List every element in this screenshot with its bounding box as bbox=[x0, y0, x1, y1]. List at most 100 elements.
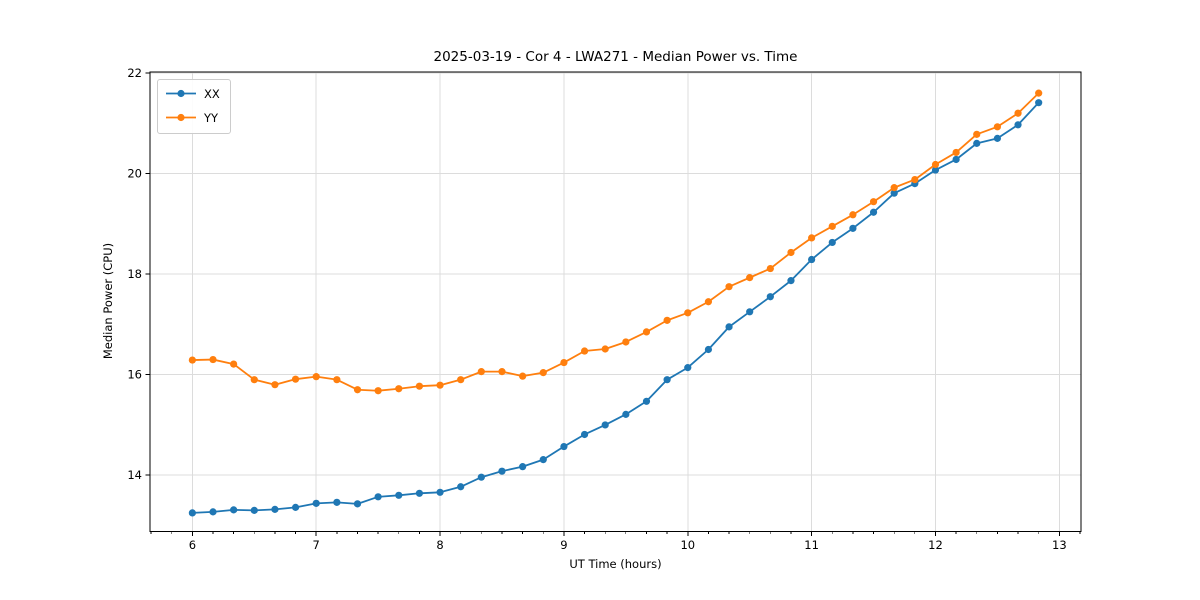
data-point-yy bbox=[560, 358, 568, 367]
data-point-yy bbox=[209, 355, 217, 364]
data-point-xx bbox=[952, 155, 960, 164]
data-point-xx bbox=[601, 421, 609, 429]
x-tick-label: 8 bbox=[436, 538, 443, 552]
data-point-yy bbox=[477, 368, 485, 376]
data-point-xx bbox=[1014, 121, 1022, 129]
data-point-yy bbox=[312, 373, 320, 381]
x-tick-label: 9 bbox=[560, 538, 567, 552]
data-point-yy bbox=[374, 387, 382, 395]
data-point-yy bbox=[601, 345, 609, 353]
data-point-xx bbox=[808, 255, 816, 264]
data-point-yy bbox=[580, 347, 589, 355]
y-tick-label: 16 bbox=[127, 368, 142, 382]
x-tick-label: 12 bbox=[928, 538, 943, 552]
data-point-xx bbox=[395, 491, 403, 499]
data-point-xx bbox=[993, 134, 1002, 142]
data-point-yy bbox=[952, 148, 960, 157]
data-point-yy bbox=[333, 376, 341, 384]
data-point-xx bbox=[209, 508, 217, 516]
data-point-xx bbox=[787, 277, 795, 285]
data-point-yy bbox=[746, 274, 754, 282]
axes-box bbox=[149, 71, 1082, 532]
data-point-yy bbox=[188, 356, 196, 364]
data-point-yy bbox=[250, 376, 258, 384]
data-point-yy bbox=[622, 338, 630, 346]
data-point-xx bbox=[973, 139, 981, 147]
data-point-yy bbox=[931, 160, 940, 169]
legend: XX YY bbox=[157, 79, 231, 134]
legend-line-sample-yy bbox=[165, 109, 197, 128]
data-point-yy bbox=[271, 381, 279, 389]
x-tick-label: 10 bbox=[680, 538, 695, 552]
data-point-yy bbox=[890, 184, 898, 192]
data-point-xx bbox=[539, 456, 547, 464]
data-point-yy bbox=[725, 283, 733, 291]
data-point-yy bbox=[436, 381, 444, 389]
legend-sample-svg bbox=[166, 89, 196, 98]
data-point-yy bbox=[498, 368, 506, 376]
data-point-xx bbox=[436, 488, 444, 496]
chart-title: 2025-03-19 - Cor 4 - LWA271 - Median Pow… bbox=[433, 49, 798, 65]
data-point-yy bbox=[808, 234, 816, 242]
x-tick-label: 6 bbox=[189, 538, 196, 552]
legend-sample-svg bbox=[166, 113, 196, 122]
data-point-xx bbox=[188, 509, 196, 517]
data-point-xx bbox=[560, 442, 568, 451]
data-point-xx bbox=[353, 500, 362, 508]
series-line-xx bbox=[191, 101, 1040, 514]
data-point-yy bbox=[993, 123, 1002, 131]
data-point-xx bbox=[684, 364, 692, 372]
x-tick-label: 13 bbox=[1052, 538, 1067, 552]
data-point-xx bbox=[890, 189, 898, 197]
data-point-xx bbox=[519, 463, 527, 471]
data-point-xx bbox=[725, 323, 733, 331]
data-point-xx bbox=[415, 489, 424, 497]
data-point-xx bbox=[312, 499, 320, 507]
data-point-xx bbox=[230, 506, 238, 514]
legend-label-xx: XX bbox=[204, 87, 220, 101]
data-point-xx bbox=[1035, 99, 1043, 107]
data-point-yy bbox=[684, 309, 692, 317]
data-point-yy bbox=[973, 130, 981, 138]
data-point-yy bbox=[869, 198, 878, 206]
data-point-yy bbox=[849, 211, 857, 219]
data-point-xx bbox=[642, 397, 651, 405]
data-point-yy bbox=[415, 382, 424, 390]
data-point-xx bbox=[291, 503, 300, 511]
legend-item-xx: XX bbox=[165, 85, 220, 104]
y-tick-label: 20 bbox=[127, 167, 142, 181]
data-point-xx bbox=[704, 345, 713, 354]
x-tick-label: 11 bbox=[804, 538, 819, 552]
data-point-yy bbox=[353, 386, 362, 394]
y-tick-label: 18 bbox=[127, 267, 142, 281]
data-point-xx bbox=[457, 483, 465, 491]
data-point-xx bbox=[746, 308, 754, 316]
legend-label-yy: YY bbox=[204, 111, 219, 125]
data-point-xx bbox=[374, 493, 382, 501]
data-point-xx bbox=[849, 224, 857, 232]
data-point-yy bbox=[911, 175, 919, 184]
data-point-yy bbox=[230, 360, 238, 368]
data-point-xx bbox=[663, 376, 671, 384]
data-point-xx bbox=[333, 498, 341, 506]
data-point-yy bbox=[457, 376, 465, 384]
data-point-xx bbox=[766, 293, 774, 301]
data-point-yy bbox=[642, 328, 651, 336]
data-point-xx bbox=[580, 430, 589, 439]
data-point-yy bbox=[1035, 89, 1043, 97]
series-line-yy bbox=[191, 92, 1040, 392]
data-point-xx bbox=[869, 208, 878, 216]
data-point-xx bbox=[828, 238, 836, 247]
data-point-yy bbox=[663, 316, 671, 324]
data-point-yy bbox=[766, 264, 774, 273]
data-point-yy bbox=[704, 298, 713, 306]
data-point-xx bbox=[622, 410, 630, 418]
data-point-yy bbox=[519, 372, 527, 380]
data-point-xx bbox=[477, 473, 485, 481]
data-point-xx bbox=[250, 506, 258, 514]
data-point-xx bbox=[931, 166, 940, 174]
legend-item-yy: YY bbox=[165, 109, 220, 128]
data-point-yy bbox=[395, 385, 403, 393]
